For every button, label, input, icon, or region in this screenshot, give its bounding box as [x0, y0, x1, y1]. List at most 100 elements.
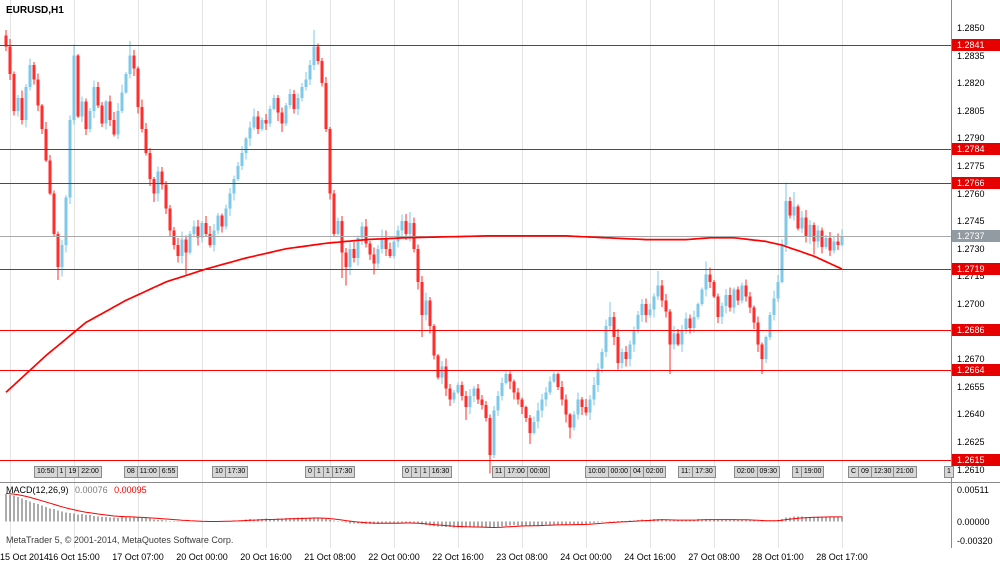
- price-axis-label: 1.2775: [957, 161, 985, 171]
- candlesticks: [4, 29, 844, 474]
- macd-signal-line: [5, 492, 842, 529]
- chart-background: [0, 0, 951, 482]
- time-axis-label: 16 Oct 15:00: [48, 552, 100, 562]
- time-scale[interactable]: 15 Oct 2014 16 Oct 15:00 17 Oct 07:00 20 Oc…: [0, 548, 1000, 567]
- time-axis-label: 20 Oct 16:00: [240, 552, 292, 562]
- axis-separator-vertical: [951, 0, 952, 548]
- chart-symbol-label: EURUSD,H1: [6, 5, 64, 16]
- watermark: MetaTrader 5, © 2001-2014, MetaQuotes So…: [6, 535, 234, 545]
- time-axis-label: 22 Oct 16:00: [432, 552, 484, 562]
- price-axis-label: 1.2820: [957, 78, 985, 89]
- event-marker[interactable]: 10:50: [34, 466, 58, 478]
- macd-background: [0, 483, 951, 548]
- price-axis-label: 1.2715: [957, 271, 985, 282]
- macd-axis-label: 0.00000: [957, 516, 990, 527]
- event-marker[interactable]: 1: [944, 466, 954, 478]
- event-marker[interactable]: 10: [212, 466, 226, 478]
- macd-axis-label: -0.00320: [957, 536, 993, 547]
- time-axis-label: 21 Oct 08:00: [304, 552, 356, 562]
- price-axis-label: 1.2640: [957, 409, 985, 420]
- event-marker-group[interactable]: 11 17:00 00:00: [492, 466, 551, 478]
- moving-average-line[interactable]: [5, 235, 843, 393]
- event-marker[interactable]: 09:30: [756, 466, 781, 478]
- price-axis-label: 1.2760: [957, 188, 985, 199]
- price-axis-label: 1.2700: [957, 299, 985, 309]
- event-marker[interactable]: 16:30: [428, 466, 453, 478]
- time-axis-label: 22 Oct 00:00: [368, 552, 420, 562]
- time-axis-label: 28 Oct 17:00: [816, 552, 868, 562]
- time-axis-label: 24 Oct 16:00: [624, 552, 676, 562]
- current-price-badge: 1.2737: [952, 229, 1000, 242]
- event-marker-group[interactable]: 10:50 1 19 22:00: [34, 466, 102, 478]
- price-axis-label: 1.2835: [957, 50, 985, 61]
- event-marker-group[interactable]: 21:00: [893, 466, 917, 478]
- event-marker-group[interactable]: 0 1 1 17:30: [305, 466, 356, 478]
- event-marker[interactable]: 17:30: [224, 466, 249, 478]
- price-axis-label: 1.2670: [957, 354, 985, 365]
- price-axis-label: 1.2655: [957, 381, 985, 392]
- price-axis-label: 1.2790: [957, 133, 985, 144]
- time-axis-label: 20 Oct 00:00: [176, 552, 228, 562]
- price-level-badge: 1.2719: [952, 263, 1000, 276]
- time-axis-label: 15 Oct 2014: [0, 552, 50, 562]
- event-marker[interactable]: 12:30: [870, 466, 895, 478]
- event-marker[interactable]: 10:00: [585, 466, 609, 478]
- event-marker[interactable]: 11: [492, 466, 506, 478]
- price-scale[interactable]: 1.2850 1.2835 1.2820 1.2805 1.2790 1.2775 1.27…: [952, 0, 1000, 548]
- event-marker[interactable]: 02:00: [734, 466, 758, 478]
- price-chart[interactable]: [0, 0, 951, 482]
- time-axis-label: 27 Oct 08:00: [688, 552, 740, 562]
- macd-panel[interactable]: [0, 483, 951, 548]
- event-marker[interactable]: 08: [124, 466, 138, 478]
- price-axis-label: 1.2610: [957, 464, 985, 475]
- event-marker-group[interactable]: 10:00 00:00 04 02:00: [585, 466, 667, 478]
- time-axis-label: 23 Oct 08:00: [496, 552, 548, 562]
- event-marker[interactable]: 11:00: [136, 466, 160, 478]
- macd-name: MACD(12,26,9): [6, 485, 69, 495]
- event-marker-group[interactable]: 1: [944, 466, 954, 478]
- time-axis-label: 17 Oct 07:00: [112, 552, 164, 562]
- support-resistance-lines[interactable]: [0, 45, 951, 461]
- event-marker-group[interactable]: 0 1 1 16:30: [402, 466, 453, 478]
- event-marker-group[interactable]: C 09 12:30: [848, 466, 895, 478]
- price-axis-label: 1.2850: [957, 23, 985, 33]
- event-marker[interactable]: 04: [630, 466, 644, 478]
- panel-separator: [0, 482, 1000, 483]
- event-marker[interactable]: 6:55: [158, 466, 179, 478]
- event-marker-group[interactable]: 1 19:00: [792, 466, 825, 478]
- price-axis-label: 1.2745: [957, 216, 985, 227]
- event-marker[interactable]: 21:00: [893, 466, 917, 478]
- event-marker[interactable]: 02:00: [642, 466, 667, 478]
- event-marker[interactable]: 00:00: [607, 466, 632, 478]
- event-marker-row: 10:50 1 19 22:00 08 11:00 6:55 10 17:30 0 1 1 17:30 0…: [34, 466, 954, 478]
- price-level-badge: 1.2766: [952, 176, 1000, 189]
- event-marker-group[interactable]: 02:00 09:30: [734, 466, 781, 478]
- time-axis-label: 28 Oct 01:00: [752, 552, 804, 562]
- event-marker[interactable]: 22:00: [78, 466, 102, 478]
- event-marker[interactable]: 17:00: [504, 466, 528, 478]
- event-marker[interactable]: 17:30: [692, 466, 716, 478]
- macd-signal-value: 0.00095: [114, 485, 147, 495]
- price-axis-label: 1.2625: [957, 437, 985, 447]
- macd-main-value: 0.00076: [75, 485, 108, 495]
- event-marker[interactable]: 09: [858, 466, 872, 478]
- time-axis-label: 24 Oct 00:00: [560, 552, 612, 562]
- macd-indicator-label: MACD(12,26,9) 0.00076 0.00095: [6, 485, 147, 495]
- event-marker-group[interactable]: 10 17:30: [212, 466, 249, 478]
- price-level-badge: 1.2686: [952, 323, 1000, 336]
- price-level-badge: 1.2615: [952, 454, 1000, 467]
- price-level-badge: 1.2784: [952, 143, 1000, 156]
- price-axis-label: 1.2805: [957, 105, 985, 116]
- event-marker[interactable]: 19: [65, 466, 80, 478]
- event-marker[interactable]: 11:: [678, 466, 694, 478]
- event-marker[interactable]: 19:00: [800, 466, 825, 478]
- price-axis-label: 1.2730: [957, 243, 985, 254]
- macd-axis-label: 0.00511: [957, 485, 989, 496]
- event-marker-group[interactable]: 11: 17:30: [678, 466, 716, 478]
- event-marker[interactable]: 00:00: [526, 466, 551, 478]
- event-marker-group[interactable]: 08 11:00 6:55: [124, 466, 179, 478]
- price-level-badge: 1.2664: [952, 364, 1000, 377]
- price-level-badge: 1.2841: [952, 38, 1000, 51]
- event-marker[interactable]: 17:30: [331, 466, 356, 478]
